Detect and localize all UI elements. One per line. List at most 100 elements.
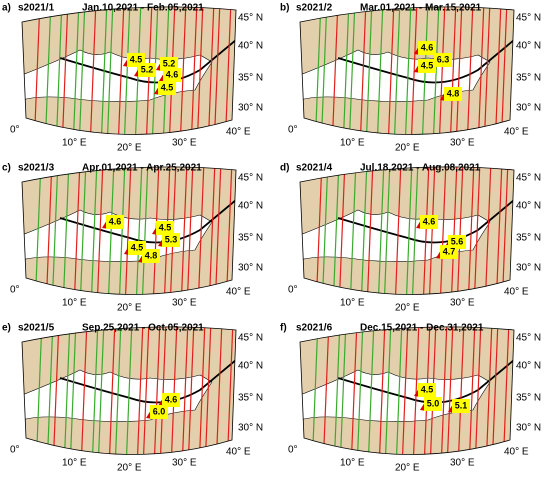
track (190, 6, 198, 135)
map-body (22, 166, 236, 295)
track (421, 6, 429, 135)
track (78, 6, 86, 135)
lat-label: 35° N (238, 233, 263, 244)
track (196, 6, 204, 135)
lat-label: 30° N (516, 263, 541, 274)
track (52, 326, 60, 455)
track (360, 166, 368, 295)
track (446, 326, 454, 455)
event-box (434, 53, 452, 67)
lat-label: 45° N (238, 333, 263, 344)
map-body (300, 6, 514, 135)
event-box (452, 399, 470, 413)
lat-label: 40° N (238, 201, 263, 212)
track (208, 166, 216, 295)
panel-label: b) (280, 3, 289, 14)
event-box (163, 68, 181, 82)
event-box (424, 397, 442, 411)
track (62, 166, 70, 295)
track (455, 6, 463, 135)
track (333, 326, 341, 455)
lon-label: 10° E (340, 138, 365, 149)
lon-label: 30° E (450, 138, 475, 149)
track (422, 166, 430, 295)
event-magnitude: 5.1 (455, 400, 468, 410)
event-magnitude: 5.3 (165, 234, 178, 244)
track (483, 6, 491, 135)
track (467, 166, 475, 295)
track (404, 6, 412, 135)
lon-label: 0° (288, 285, 298, 296)
lon-label: 40° E (504, 287, 529, 298)
track (73, 166, 81, 295)
event-box (162, 233, 180, 247)
event-box (150, 405, 168, 419)
lat-label: 35° N (516, 73, 541, 84)
panel-id: s2021/1 (18, 3, 55, 14)
track (100, 6, 108, 135)
track (473, 166, 481, 295)
lon-label: 20° E (395, 143, 420, 154)
track (449, 6, 457, 135)
track (186, 166, 194, 295)
track (142, 326, 150, 455)
map-body (22, 6, 236, 135)
track (179, 6, 187, 135)
lon-label: 30° E (450, 298, 475, 309)
panel-id: s2021/6 (296, 323, 333, 334)
lon-label: 10° E (340, 458, 365, 469)
lat-label: 35° N (516, 233, 541, 244)
track (108, 326, 116, 455)
lon-label: 0° (10, 125, 20, 136)
track (349, 166, 357, 295)
lat-label: 40° N (516, 41, 541, 52)
track (359, 6, 367, 135)
map-panel: d) s2021/4 Jul.18,2021 - Aug.08,2021 45° N 4… (280, 163, 541, 314)
panel-label: a) (2, 3, 11, 14)
lon-label: 0° (288, 445, 298, 456)
lon-label: 40° E (226, 447, 251, 458)
track (136, 326, 144, 455)
track (106, 6, 114, 135)
panel-label: c) (2, 163, 11, 174)
event-magnitude: 6.0 (153, 406, 166, 416)
lon-label: 0° (10, 445, 20, 456)
track (383, 166, 391, 295)
event-magnitude: 4.5 (421, 384, 434, 394)
map-panel: a) s2021/1 Jan.10,2021 - Feb.05,2021 45° N 4… (2, 3, 263, 154)
event-box (418, 41, 436, 55)
map-frame (299, 6, 515, 135)
panel-label: d) (280, 163, 289, 174)
panel-period: Jan.10,2021 - Feb.05,2021 (82, 3, 204, 14)
event-magnitude: 4.8 (447, 88, 460, 98)
lat-label: 45° N (516, 13, 541, 24)
lon-label: 40° E (504, 127, 529, 138)
event-box (156, 221, 174, 235)
track (180, 166, 188, 295)
event-magnitude: 5.0 (427, 398, 440, 408)
track (204, 326, 212, 455)
event-box (444, 87, 462, 101)
map-body (300, 326, 514, 455)
map-panel: e) s2021/5 Sep.25,2021 - Oct.05,2021 45° N 4… (2, 323, 263, 474)
track (405, 166, 413, 295)
event-box (158, 81, 176, 95)
lat-label: 40° N (238, 41, 263, 52)
lon-label: 30° E (172, 298, 197, 309)
lon-label: 30° E (172, 458, 197, 469)
event-magnitude: 4.7 (443, 246, 456, 256)
panel-period: Jul.18,2021 - Aug.08,2021 (360, 163, 481, 174)
sea (300, 370, 490, 422)
lat-label: 45° N (238, 173, 263, 184)
lon-label: 30° E (450, 458, 475, 469)
track (61, 6, 69, 135)
track (339, 326, 347, 455)
track (197, 166, 205, 295)
lon-label: 10° E (340, 298, 365, 309)
lon-label: 40° E (504, 447, 529, 458)
track (440, 326, 448, 455)
event-magnitude: 5.6 (451, 236, 464, 246)
lon-label: 10° E (62, 458, 87, 469)
lat-label: 35° N (238, 73, 263, 84)
lon-label: 30° E (172, 138, 197, 149)
